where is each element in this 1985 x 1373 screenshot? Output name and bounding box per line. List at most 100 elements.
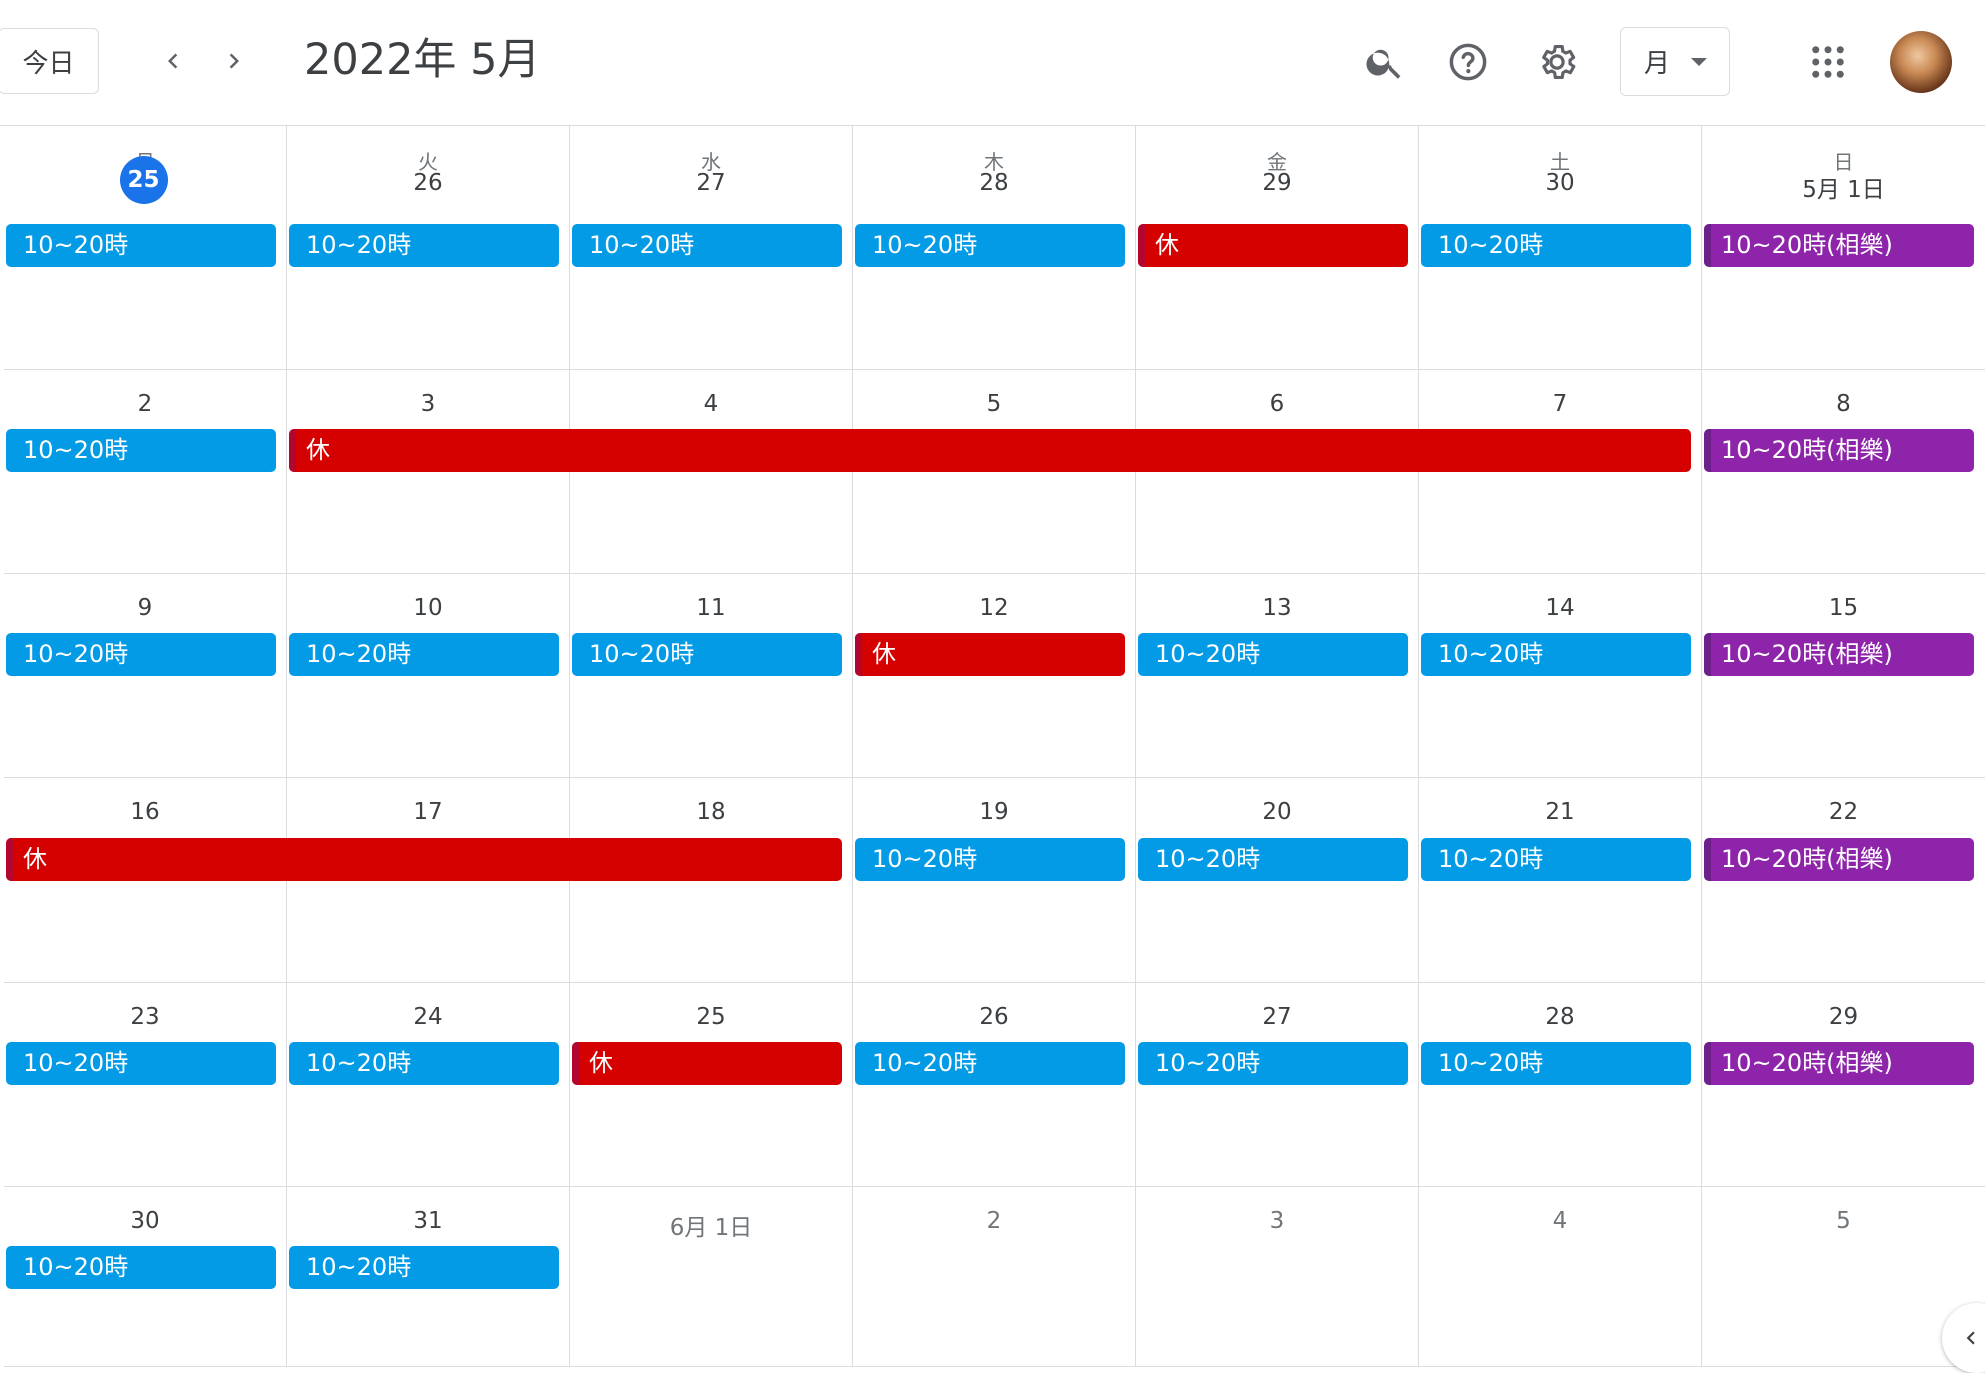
date-number[interactable]: 10 xyxy=(413,595,443,621)
day-cell[interactable]: 月25 xyxy=(4,126,287,370)
day-cell[interactable]: 24 xyxy=(287,983,570,1187)
day-cell[interactable]: 土 30 xyxy=(1419,126,1702,370)
date-number[interactable]: 31 xyxy=(413,1208,443,1234)
day-cell[interactable]: 18 xyxy=(570,778,853,983)
shift-event[interactable]: 10~20時 xyxy=(6,1246,276,1289)
shift-event[interactable]: 10~20時 xyxy=(572,224,842,267)
view-select[interactable]: 月 xyxy=(1620,27,1730,96)
help-button[interactable] xyxy=(1440,34,1496,90)
date-number[interactable]: 2 xyxy=(137,391,153,417)
day-cell[interactable]: 13 xyxy=(1136,574,1419,778)
date-number[interactable]: 7 xyxy=(1552,391,1568,417)
day-cell[interactable]: 28 xyxy=(1419,983,1702,1187)
date-number[interactable]: 26 xyxy=(979,1004,1009,1030)
day-cell[interactable]: 14 xyxy=(1419,574,1702,778)
day-cell[interactable]: 2 xyxy=(853,1187,1136,1367)
date-number[interactable]: 25 xyxy=(696,1004,726,1030)
date-number[interactable]: 11 xyxy=(696,595,726,621)
date-number[interactable]: 13 xyxy=(1262,595,1292,621)
day-cell[interactable]: 12 xyxy=(853,574,1136,778)
shift-event[interactable]: 10~20時 xyxy=(6,224,276,267)
date-number[interactable]: 18 xyxy=(696,799,726,825)
date-number[interactable]: 9 xyxy=(137,595,153,621)
day-cell[interactable]: 6 xyxy=(1136,370,1419,574)
date-number[interactable]: 3 xyxy=(1269,1208,1285,1234)
today-date-number[interactable]: 25 xyxy=(119,156,168,204)
date-number[interactable]: 26 xyxy=(413,170,443,196)
day-off-event[interactable]: 休 xyxy=(855,633,1125,676)
date-number[interactable]: 8 xyxy=(1836,391,1851,417)
shift-event[interactable]: 10~20時 xyxy=(1421,838,1691,881)
day-cell[interactable]: 25 xyxy=(570,983,853,1187)
day-cell[interactable]: 20 xyxy=(1136,778,1419,983)
date-number[interactable]: 24 xyxy=(413,1004,443,1030)
today-button[interactable]: 今日 xyxy=(0,28,99,94)
day-cell[interactable]: 3 xyxy=(287,370,570,574)
day-cell[interactable]: 8 xyxy=(1702,370,1985,574)
day-cell[interactable]: 22 xyxy=(1702,778,1985,983)
date-number[interactable]: 2 xyxy=(986,1208,1002,1234)
day-cell[interactable]: 23 xyxy=(4,983,287,1187)
day-cell[interactable]: 2 xyxy=(4,370,287,574)
shift-event[interactable]: 10~20時 xyxy=(1421,1042,1691,1085)
date-number[interactable]: 15 xyxy=(1828,595,1859,621)
day-cell[interactable]: 水 27 xyxy=(570,126,853,370)
special-shift-event[interactable]: 10~20時(相樂) xyxy=(1704,838,1974,881)
date-number[interactable]: 29 xyxy=(1262,170,1292,196)
day-cell[interactable]: 金 29 xyxy=(1136,126,1419,370)
special-shift-event[interactable]: 10~20時(相樂) xyxy=(1704,633,1974,676)
shift-event[interactable]: 10~20時 xyxy=(1138,838,1408,881)
shift-event[interactable]: 10~20時 xyxy=(1421,224,1691,267)
day-cell[interactable]: 21 xyxy=(1419,778,1702,983)
date-number[interactable]: 21 xyxy=(1545,799,1575,825)
day-cell[interactable]: 29 xyxy=(1702,983,1985,1187)
date-number[interactable]: 12 xyxy=(979,595,1009,621)
settings-button[interactable] xyxy=(1529,34,1585,90)
date-number[interactable]: 19 xyxy=(979,799,1009,825)
prev-month-button[interactable] xyxy=(148,36,198,86)
shift-event[interactable]: 10~20時 xyxy=(855,1042,1125,1085)
day-cell[interactable]: 19 xyxy=(853,778,1136,983)
shift-event[interactable]: 10~20時 xyxy=(572,633,842,676)
date-number[interactable]: 27 xyxy=(1262,1004,1292,1030)
day-cell[interactable]: 日 5月 1日 xyxy=(1702,126,1985,370)
date-number[interactable]: 4 xyxy=(1552,1208,1568,1234)
date-number[interactable]: 17 xyxy=(413,799,443,825)
shift-event[interactable]: 10~20時 xyxy=(289,224,559,267)
shift-event[interactable]: 10~20時 xyxy=(289,1246,559,1289)
day-cell[interactable]: 6月 1日 xyxy=(570,1187,853,1367)
date-number[interactable]: 5月 1日 xyxy=(1802,177,1885,203)
day-cell[interactable]: 27 xyxy=(1136,983,1419,1187)
day-cell[interactable]: 26 xyxy=(853,983,1136,1187)
day-cell[interactable]: 4 xyxy=(570,370,853,574)
day-cell[interactable]: 9 xyxy=(4,574,287,778)
apps-button[interactable] xyxy=(1800,34,1856,90)
account-avatar[interactable] xyxy=(1890,31,1952,93)
day-cell[interactable]: 火 26 xyxy=(287,126,570,370)
day-cell[interactable]: 15 xyxy=(1702,574,1985,778)
next-month-button[interactable] xyxy=(209,36,259,86)
day-cell[interactable]: 4 xyxy=(1419,1187,1702,1367)
shift-event[interactable]: 10~20時 xyxy=(289,1042,559,1085)
date-number[interactable]: 23 xyxy=(130,1004,160,1030)
shift-event[interactable]: 10~20時 xyxy=(1138,1042,1408,1085)
shift-event[interactable]: 10~20時 xyxy=(855,224,1125,267)
day-off-event[interactable]: 休 xyxy=(289,429,1691,472)
date-number[interactable]: 28 xyxy=(1545,1004,1575,1030)
search-button[interactable] xyxy=(1357,34,1413,90)
day-cell[interactable]: 10 xyxy=(287,574,570,778)
date-number[interactable]: 3 xyxy=(420,391,436,417)
date-number[interactable]: 27 xyxy=(696,170,726,196)
date-number[interactable]: 29 xyxy=(1828,1004,1859,1030)
special-shift-event[interactable]: 10~20時(相樂) xyxy=(1704,224,1974,267)
date-number[interactable]: 5 xyxy=(986,391,1002,417)
special-shift-event[interactable]: 10~20時(相樂) xyxy=(1704,429,1974,472)
day-off-event[interactable]: 休 xyxy=(572,1042,842,1085)
day-cell[interactable]: 7 xyxy=(1419,370,1702,574)
date-number[interactable]: 22 xyxy=(1828,799,1859,825)
date-number[interactable]: 30 xyxy=(130,1208,160,1234)
day-cell[interactable]: 木 28 xyxy=(853,126,1136,370)
day-off-event[interactable]: 休 xyxy=(6,838,842,881)
day-cell[interactable]: 3 xyxy=(1136,1187,1419,1367)
special-shift-event[interactable]: 10~20時(相樂) xyxy=(1704,1042,1974,1085)
